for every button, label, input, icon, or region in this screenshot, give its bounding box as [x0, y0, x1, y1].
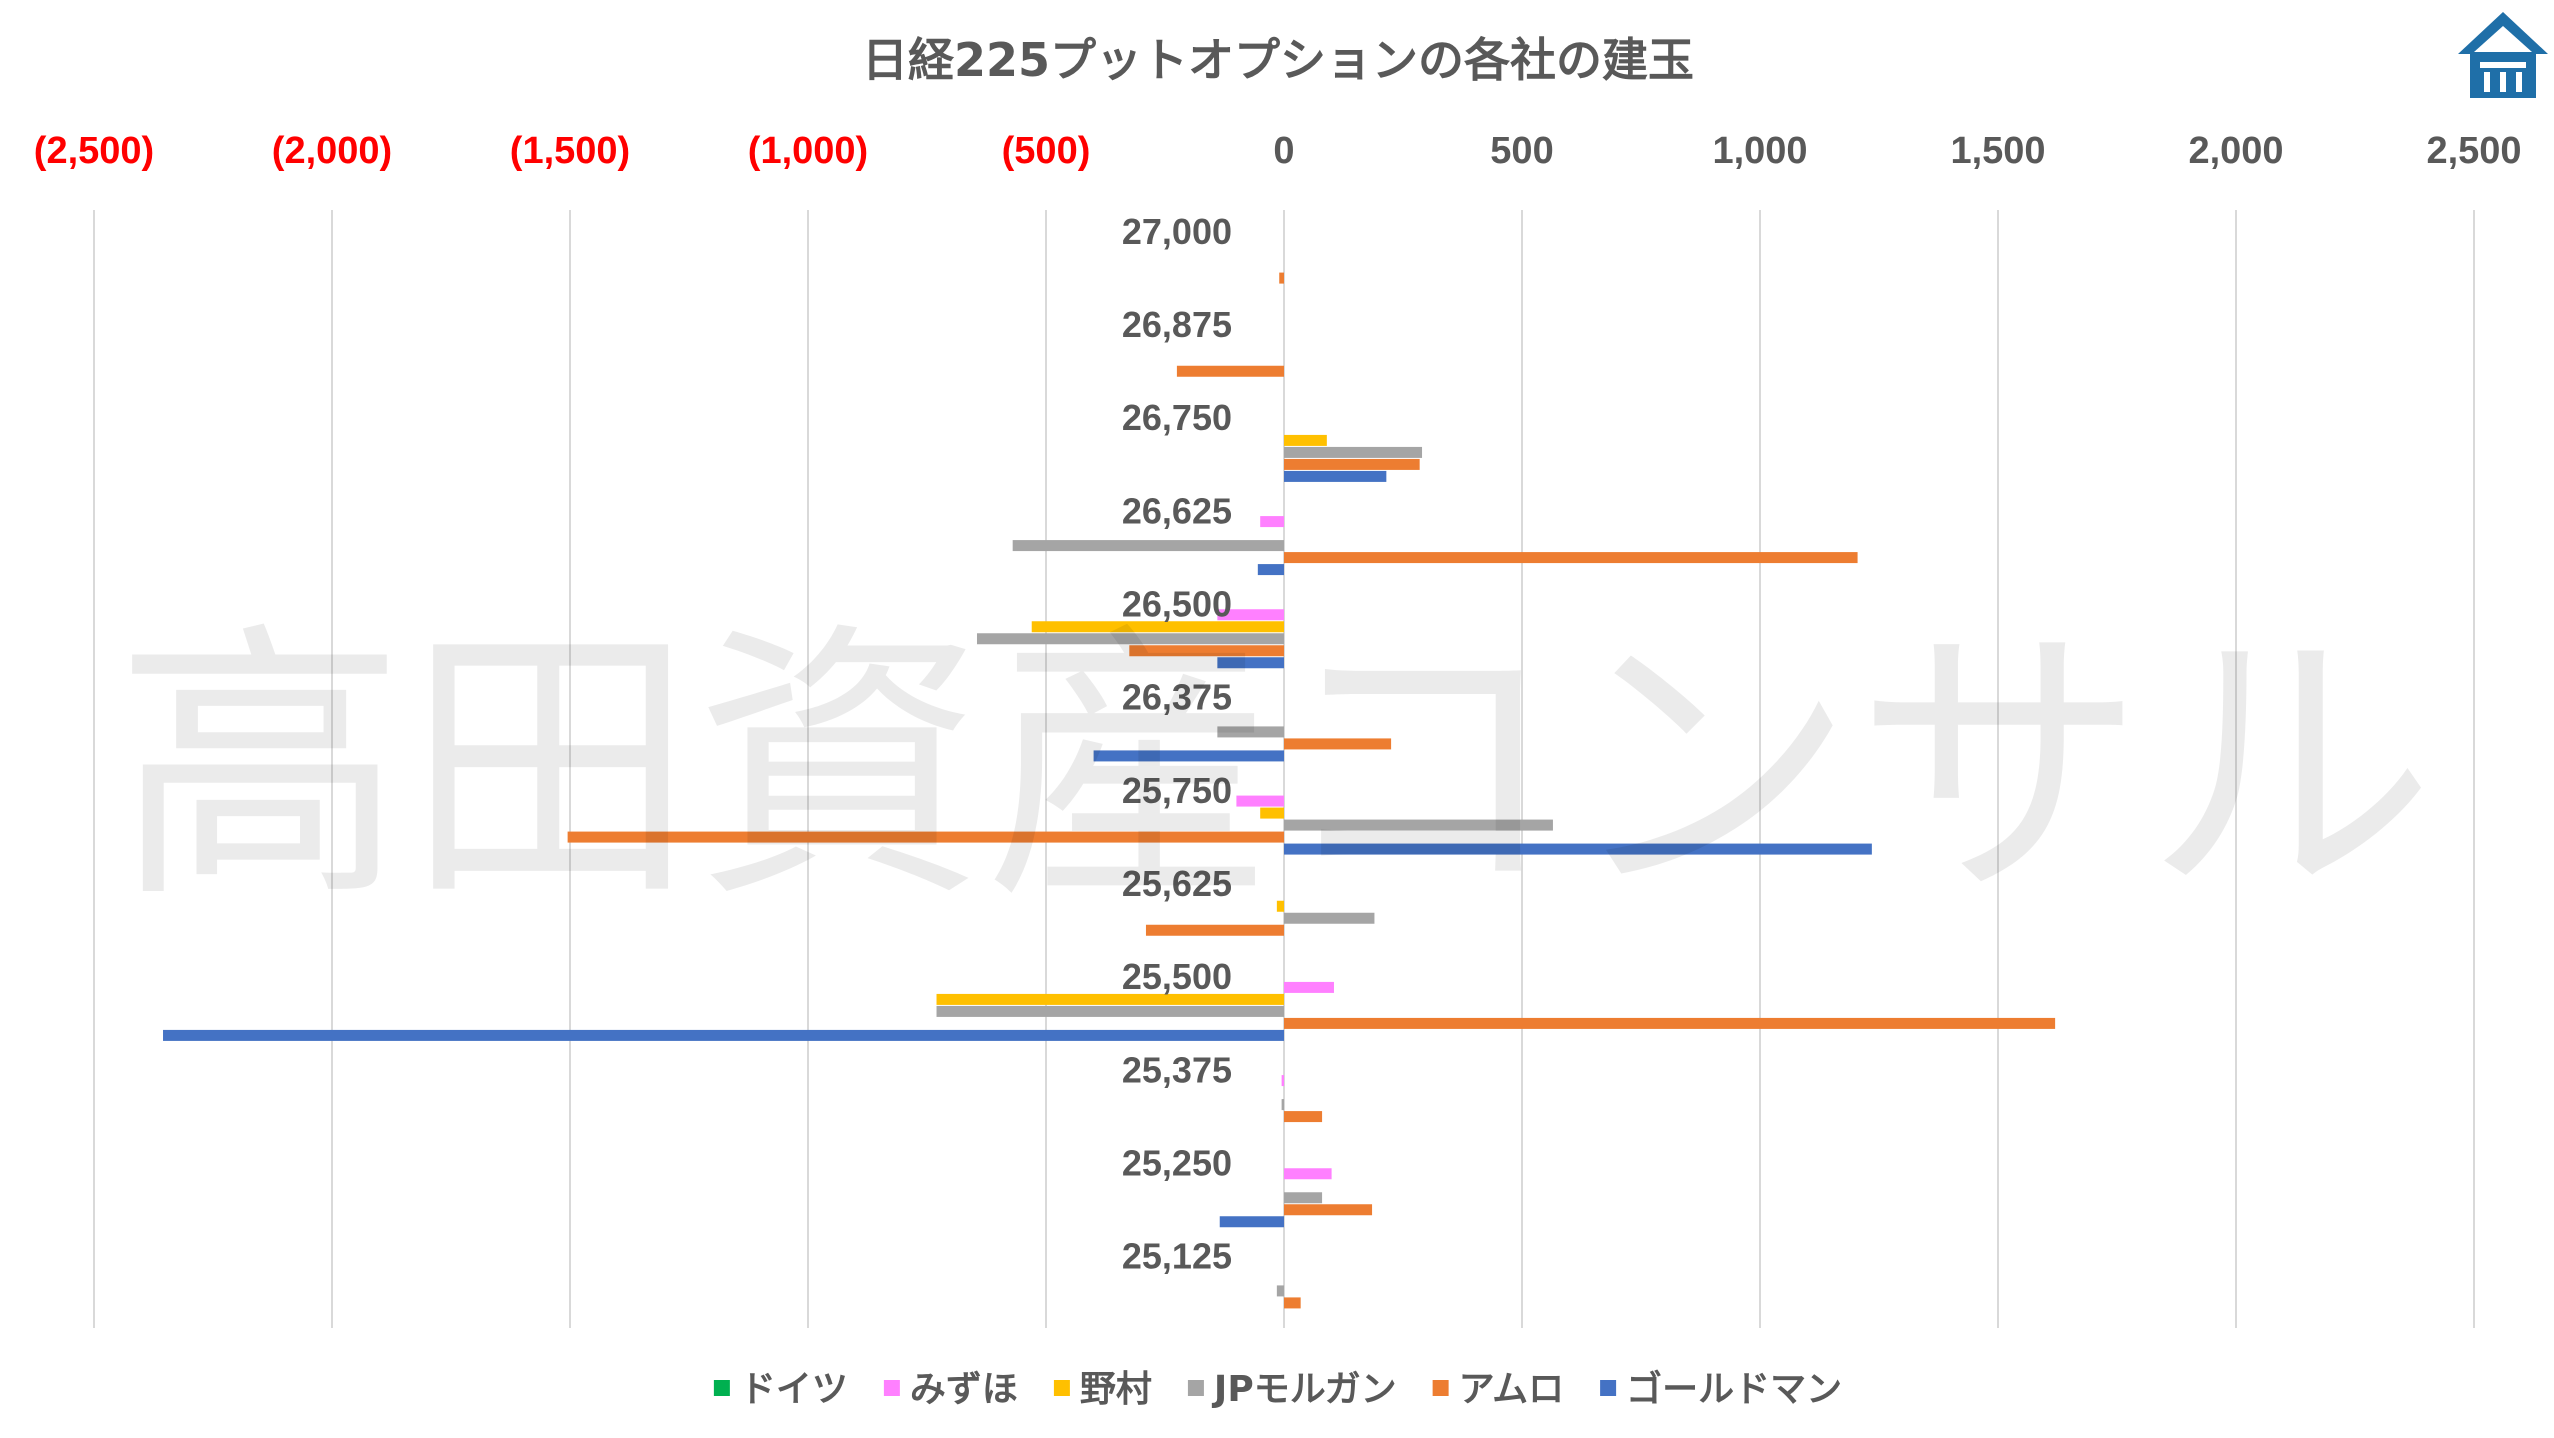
bar	[1284, 458, 1420, 470]
bar	[1236, 795, 1284, 807]
bar	[1284, 434, 1327, 446]
bar	[1260, 516, 1284, 528]
x-tick-label: 1,000	[1712, 130, 1807, 172]
legend-label: アムロ	[1459, 1369, 1564, 1410]
legend-swatch	[1053, 1380, 1070, 1396]
x-tick-label: (500)	[1002, 130, 1091, 172]
bar	[1281, 1099, 1284, 1111]
legend-swatch	[883, 1380, 900, 1396]
category-label: 26,375	[1122, 677, 1232, 718]
bar	[1279, 272, 1284, 284]
bar	[1145, 924, 1284, 936]
category-label: 25,625	[1122, 863, 1232, 904]
legend-label: JPモルガン	[1211, 1369, 1397, 1410]
gridlines	[93, 210, 2475, 1328]
x-axis-tick-labels: (2,500) (2,000) (1,500) (1,000) (500) 0 500 1,0…	[34, 130, 2522, 172]
category-label: 26,625	[1122, 490, 1232, 531]
bar	[1284, 843, 1872, 855]
bar	[1219, 1216, 1284, 1228]
category-label: 27,000	[1122, 211, 1232, 252]
category-label: 25,500	[1122, 956, 1232, 997]
bar	[1276, 900, 1284, 912]
bar	[1284, 1168, 1332, 1180]
bar	[1284, 1111, 1323, 1123]
legend-swatch	[713, 1380, 730, 1396]
legend: ドイツ みずほ 野村 JPモルガン アムロ ゴールドマン	[713, 1368, 1842, 1410]
category-label: 26,750	[1122, 397, 1232, 438]
bar	[1284, 1017, 2056, 1029]
watermark: 高田資産コンサル	[115, 600, 2435, 937]
x-tick-label: (2,500)	[34, 130, 154, 172]
legend-swatch	[1187, 1380, 1204, 1396]
y-axis-category-labels: 27,000 26,875 26,750 26,625 26,500 26,375 25,7…	[1122, 211, 1232, 1277]
bar	[1284, 912, 1375, 924]
bar	[1217, 609, 1284, 621]
bar	[1284, 819, 1553, 831]
bar	[1284, 446, 1423, 458]
bar	[1217, 726, 1284, 738]
legend-label: ゴールドマン	[1626, 1368, 1842, 1410]
bar	[936, 993, 1284, 1005]
bar	[1093, 750, 1284, 762]
category-label: 26,500	[1122, 583, 1232, 624]
chart-title: 日経225プットオプションの各社の建玉	[862, 33, 1694, 87]
bar	[1276, 1285, 1284, 1297]
bar	[567, 831, 1284, 843]
bar	[1284, 981, 1334, 993]
bar	[163, 1029, 1284, 1041]
x-tick-label: 2,500	[2426, 130, 2521, 172]
bar-series	[163, 272, 2056, 1309]
bar	[1012, 540, 1284, 552]
legend-swatch	[1600, 1380, 1617, 1396]
bar	[936, 1005, 1284, 1017]
bar	[1284, 552, 1858, 564]
bar	[1284, 738, 1392, 750]
x-tick-label: (2,000)	[272, 130, 392, 172]
x-tick-label: 0	[1273, 130, 1294, 172]
bar	[1217, 657, 1284, 669]
legend-swatch	[1432, 1380, 1449, 1396]
bar	[976, 633, 1284, 645]
bar	[1284, 1297, 1301, 1309]
category-label: 25,375	[1122, 1049, 1232, 1090]
bar	[1257, 564, 1284, 576]
bar	[1031, 621, 1284, 633]
category-label: 25,250	[1122, 1142, 1232, 1183]
bar	[1176, 365, 1284, 377]
legend-label: ドイツ	[740, 1369, 848, 1410]
bar	[1260, 807, 1284, 819]
x-tick-label: (1,000)	[748, 130, 868, 172]
x-tick-label: 500	[1490, 130, 1553, 172]
bar	[1284, 1204, 1373, 1216]
x-tick-label: 2,000	[2188, 130, 2283, 172]
category-label: 26,875	[1122, 304, 1232, 345]
bar	[1284, 470, 1387, 482]
category-label: 25,125	[1122, 1236, 1232, 1277]
legend-label: 野村	[1080, 1369, 1152, 1410]
bar	[1129, 645, 1284, 657]
takata-house-logo-icon	[2458, 12, 2548, 98]
legend-label: みずほ	[910, 1369, 1018, 1410]
x-tick-label: 1,500	[1950, 130, 2045, 172]
bar	[1284, 1192, 1323, 1204]
category-label: 25,750	[1122, 770, 1232, 811]
x-tick-label: (1,500)	[510, 130, 630, 172]
bar	[1281, 1075, 1284, 1087]
